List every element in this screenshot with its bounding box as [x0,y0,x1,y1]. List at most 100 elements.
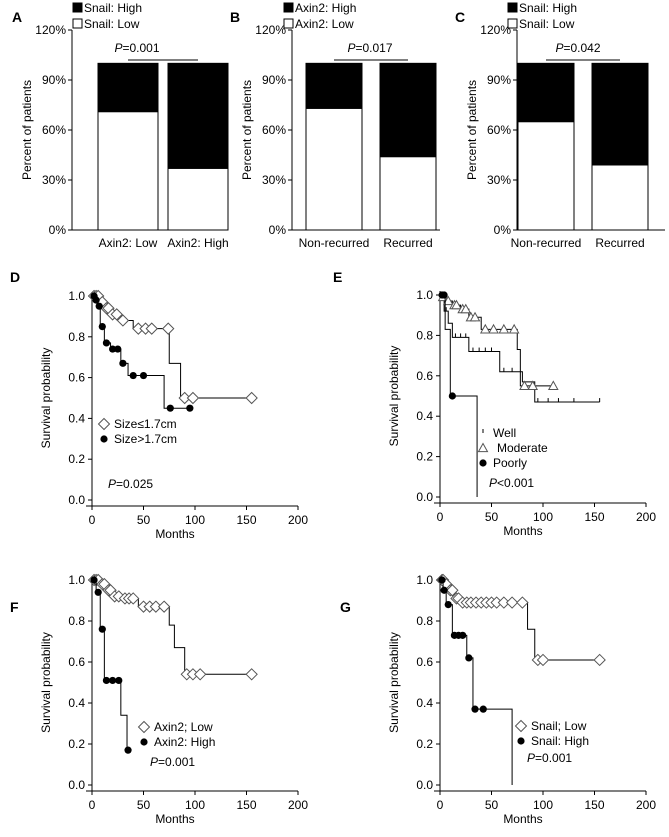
bar-snail-high [517,62,575,123]
y-tick-label: 120% [480,23,511,37]
bar-snail-high [97,62,159,113]
censor-circle [465,654,473,662]
censor-diamond [516,596,529,609]
legend-label: Snail: High [519,1,577,15]
x-tick-label: 200 [288,513,308,527]
censor-triangle [460,303,472,314]
legend-label: Snail: Low [519,17,575,31]
y-axis-label: Survival probability [387,632,401,733]
x-tick-label: 0 [437,510,444,524]
censor-diamond [162,322,175,335]
censor-circle [139,371,148,380]
y-tick-label: 0.4 [416,696,433,710]
legend-label: Axin2: High [154,735,215,749]
bar-snail-high [167,62,229,169]
p-symbol: P [114,41,122,55]
p-symbol: P [555,41,563,55]
panel-a: A 0% 30% 60% 90% 120% Percent of patients Axin2… [12,1,229,250]
y-axis-label: Survival probability [387,346,401,447]
bar-axin2-low [305,107,363,231]
legend-swatch [72,18,83,29]
y-tick-label: 0.2 [416,450,433,464]
censor-diamond [97,417,111,431]
panel-d: D 0.0 0.2 0.4 0.6 0.8 1.0 0 50 100 150 200 Months Sur… [10,269,308,541]
p-value: P<0.001 [489,476,534,490]
p-number: <0.001 [497,476,534,490]
censor-circle [440,291,448,299]
legend-label: Snail: High [531,734,589,748]
censor-diamond [145,322,158,335]
legend-label: Axin2: Low [295,17,354,31]
censor-circle [98,323,106,331]
y-tick-label: 1.0 [416,573,433,587]
p-symbol: P [150,755,158,769]
y-tick-label: 0.4 [68,411,85,425]
legend-label: Snail: High [84,1,142,15]
y-axis-label: Survival probability [39,348,53,449]
censor-triangle [519,380,530,390]
censor-triangle [479,323,491,334]
x-tick-label: 150 [236,513,256,527]
legend-swatch [283,18,294,29]
y-tick-label: 30% [262,173,286,187]
censor-diamond [178,391,191,405]
y-tick-label: 0.6 [416,369,433,383]
x-tick-label: 50 [137,513,151,527]
x-tick-label: 0 [89,513,96,527]
censor-circle [90,576,98,584]
panel-letter: C [455,9,465,25]
censor-circle [109,345,117,353]
bar-axin2-high [305,62,363,109]
censor-circle [517,737,525,745]
p-symbol: P [347,41,355,55]
y-axis-label: Survival probability [39,632,53,733]
p-number: =0.025 [116,477,153,491]
y-tick-label: 0.2 [416,737,433,751]
x-tick-label: 100 [533,798,553,812]
x-category-label: Axin2: Low [99,236,158,250]
x-tick-label: 150 [236,798,256,812]
panel-e: E 0.0 0.2 0.4 0.6 0.8 1.0 0 50 100 150 200 Months Sur… [333,269,656,538]
y-tick-label: 90% [487,73,511,87]
y-tick-label: 120% [255,23,286,37]
x-tick-label: 100 [533,510,553,524]
y-tick-label: 0.8 [68,330,85,344]
censor-circle [479,459,487,467]
y-tick-label: 0.2 [68,737,85,751]
km-curve-axin2-high [92,579,128,751]
censor-diamond [126,592,140,605]
censor-diamond [536,653,550,667]
panel-g: G 0.0 0.2 0.4 0.6 0.8 1.0 0 50 100 150 200 Months Sur… [340,573,656,826]
y-axis-label: Percent of patients [240,80,254,180]
legend-swatch [507,2,518,13]
y-tick-label: 60% [42,123,66,137]
censor-diamond [110,308,123,321]
x-tick-label: 50 [485,798,499,812]
x-tick-label: 150 [584,510,604,524]
legend-swatch [283,2,294,13]
censor-circle [115,676,123,685]
p-symbol: P [108,477,116,491]
x-axis-label: Months [155,527,194,541]
censor-triangle [477,442,489,453]
censor-triangle [527,380,539,390]
x-tick-label: 200 [636,798,656,812]
censor-circle [471,705,479,713]
legend-label: Size>1.7cm [114,432,177,446]
censor-diamond [186,391,200,405]
y-tick-label: 30% [42,173,66,187]
censor-triangle [451,299,462,310]
legend-label: Well [493,426,516,440]
censor-circle [102,676,111,685]
p-value: P=0.042 [555,41,600,55]
bar-snail-low [167,167,229,231]
legend-label: Size≤1.7cm [114,417,177,431]
censor-circle [129,371,137,380]
x-tick-label: 200 [636,510,656,524]
y-tick-label: 1.0 [68,573,85,587]
y-tick-label: 0.4 [416,409,433,423]
bar-axin2-low [379,156,437,231]
censor-circle [98,625,106,633]
legend-label: Axin2; Low [154,720,213,734]
censor-circle [114,345,122,353]
